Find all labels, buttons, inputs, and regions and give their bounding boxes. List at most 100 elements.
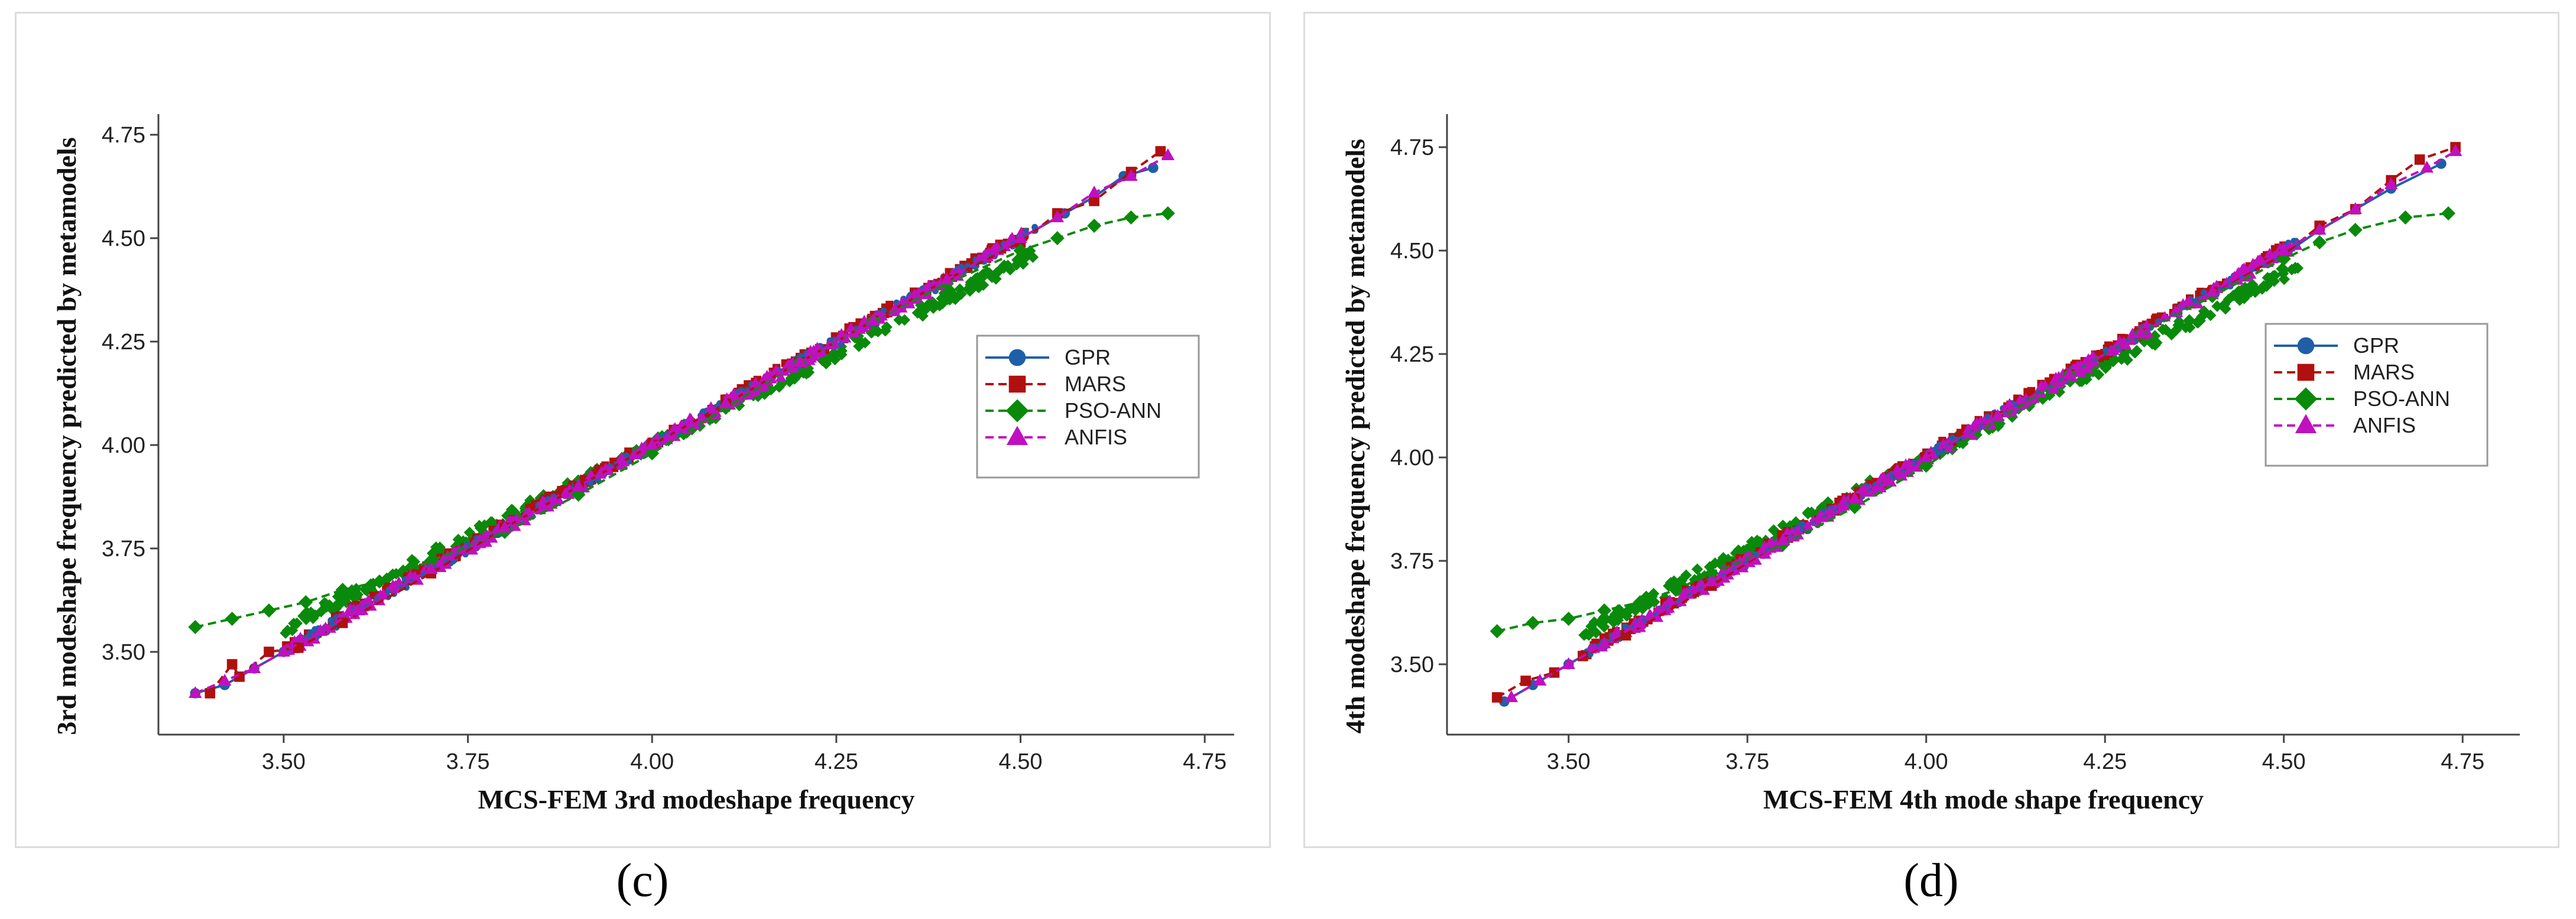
legend-marker-mars bbox=[1008, 375, 1026, 393]
data-point-anfis bbox=[247, 661, 261, 673]
cluster-point-pso-ann bbox=[983, 267, 995, 279]
data-point-pso-ann bbox=[2398, 210, 2413, 225]
data-point-anfis bbox=[351, 603, 364, 615]
y-tick-label-d: 3.50 bbox=[1390, 652, 1434, 677]
y-tick-label-c: 3.75 bbox=[102, 537, 145, 561]
legend-marker-mars bbox=[2297, 363, 2315, 381]
cluster-point-gpr bbox=[327, 617, 335, 624]
data-point-anfis bbox=[1848, 492, 1861, 504]
cluster-point-pso-ann bbox=[288, 618, 300, 629]
data-point-anfis bbox=[218, 674, 232, 686]
data-point-anfis bbox=[424, 562, 438, 574]
x-tick-label-d: 4.50 bbox=[2262, 749, 2306, 774]
data-point-mars bbox=[226, 659, 238, 670]
legend-marker-anfis bbox=[1006, 426, 1029, 445]
y-axis-label-d: 4th modeshape frequency predicted by met… bbox=[1340, 139, 1370, 733]
cluster-point-pso-ann bbox=[991, 267, 1003, 279]
data-point-anfis bbox=[1087, 186, 1101, 197]
data-point-anfis bbox=[1124, 169, 1138, 181]
y-tick-label-c: 4.75 bbox=[102, 123, 145, 148]
cluster-point-anfis bbox=[2035, 380, 2048, 391]
cluster-point-anfis bbox=[728, 388, 739, 398]
legend-label-anfis: ANFIS bbox=[1065, 425, 1127, 449]
cluster-point-pso-ann bbox=[820, 355, 832, 367]
data-point-anfis bbox=[1776, 533, 1790, 545]
data-point-mars bbox=[264, 647, 274, 657]
data-point-mars bbox=[337, 618, 348, 628]
cluster-point-pso-ann bbox=[917, 310, 929, 322]
cluster-point-pso-ann bbox=[2149, 339, 2161, 351]
cluster-point-anfis bbox=[393, 576, 405, 587]
data-point-pso-ann bbox=[1124, 210, 1138, 225]
series-anfis-c bbox=[189, 148, 1175, 698]
data-point-mars bbox=[1491, 692, 1503, 703]
cluster-point-pso-ann bbox=[1767, 524, 1780, 536]
y-tick-label-c: 4.25 bbox=[102, 330, 145, 355]
cluster-point-pso-ann bbox=[434, 541, 446, 553]
data-point-pso-ann bbox=[2312, 235, 2327, 249]
cluster-point-pso-ann bbox=[2262, 272, 2274, 284]
cluster-point-anfis bbox=[2238, 262, 2250, 273]
data-point-anfis bbox=[1504, 690, 1519, 702]
data-point-pso-ann bbox=[261, 603, 276, 618]
data-point-pso-ann bbox=[299, 595, 313, 609]
data-point-pso-ann bbox=[424, 554, 439, 568]
cluster-point-anfis bbox=[1981, 419, 1993, 430]
y-tick-label-d: 4.25 bbox=[1390, 342, 1434, 367]
data-point-anfis bbox=[314, 624, 327, 636]
data-point-anfis bbox=[2062, 368, 2076, 379]
cluster-point-pso-ann bbox=[2258, 280, 2270, 292]
data-point-anfis bbox=[1633, 616, 1647, 628]
legend-label-mars: MARS bbox=[2353, 360, 2415, 384]
data-point-anfis bbox=[2384, 177, 2398, 189]
y-tick-label-d: 4.50 bbox=[1390, 239, 1434, 264]
cluster-point-pso-ann bbox=[305, 606, 317, 618]
data-point-anfis bbox=[2348, 202, 2362, 214]
cluster-point-anfis bbox=[2244, 268, 2257, 279]
data-point-anfis bbox=[1919, 450, 1933, 462]
cluster-point-pso-ann bbox=[2240, 290, 2252, 301]
data-point-mars bbox=[1549, 667, 1560, 678]
data-point-mars bbox=[2414, 154, 2425, 165]
cluster-point-anfis bbox=[2120, 339, 2131, 349]
x-tick-label-c: 3.75 bbox=[446, 749, 490, 774]
data-point-anfis bbox=[940, 272, 954, 284]
cluster-point-pso-ann bbox=[1709, 557, 1721, 569]
cluster-point-pso-ann bbox=[1615, 609, 1627, 621]
legend-label-pso-ann: PSO-ANN bbox=[2353, 387, 2450, 411]
cluster-point-anfis bbox=[1664, 594, 1676, 605]
x-tick-label-c: 4.75 bbox=[1183, 749, 1227, 774]
legend-label-pso-ann: PSO-ANN bbox=[1065, 398, 1162, 423]
cluster-point-pso-ann bbox=[1585, 620, 1597, 632]
y-tick-label-d: 4.00 bbox=[1390, 446, 1434, 470]
cluster-point-anfis bbox=[757, 381, 769, 392]
x-tick-label-d: 3.75 bbox=[1725, 749, 1769, 774]
cluster-point-anfis bbox=[1836, 498, 1848, 509]
data-point-pso-ann bbox=[225, 612, 239, 626]
data-point-mars bbox=[205, 688, 216, 699]
cluster-point-anfis bbox=[1675, 596, 1687, 606]
data-point-anfis bbox=[719, 397, 733, 408]
legend-label-gpr: GPR bbox=[1065, 345, 1111, 369]
data-point-pso-ann bbox=[2441, 206, 2455, 220]
cluster-point-pso-ann bbox=[2116, 353, 2127, 365]
data-point-anfis bbox=[1991, 409, 2004, 421]
series-anfis-d bbox=[1504, 144, 2463, 702]
panel-caption-c: (c) bbox=[616, 855, 669, 907]
data-point-pso-ann bbox=[2348, 223, 2363, 237]
cluster-point-pso-ann bbox=[859, 337, 871, 349]
data-point-pso-ann bbox=[335, 583, 350, 597]
legend-label-mars: MARS bbox=[1065, 372, 1126, 396]
cluster-point-anfis bbox=[1885, 476, 1897, 487]
data-point-pso-ann bbox=[1561, 612, 1576, 626]
data-point-anfis bbox=[2420, 161, 2434, 173]
data-point-pso-ann bbox=[188, 620, 203, 634]
cluster-point-gpr bbox=[306, 629, 313, 637]
cluster-point-pso-ann bbox=[2277, 267, 2289, 280]
x-tick-label-c: 4.00 bbox=[630, 749, 674, 774]
data-point-anfis bbox=[2134, 326, 2147, 338]
cluster-point-pso-ann bbox=[1746, 535, 1758, 548]
data-point-anfis bbox=[1161, 148, 1175, 160]
